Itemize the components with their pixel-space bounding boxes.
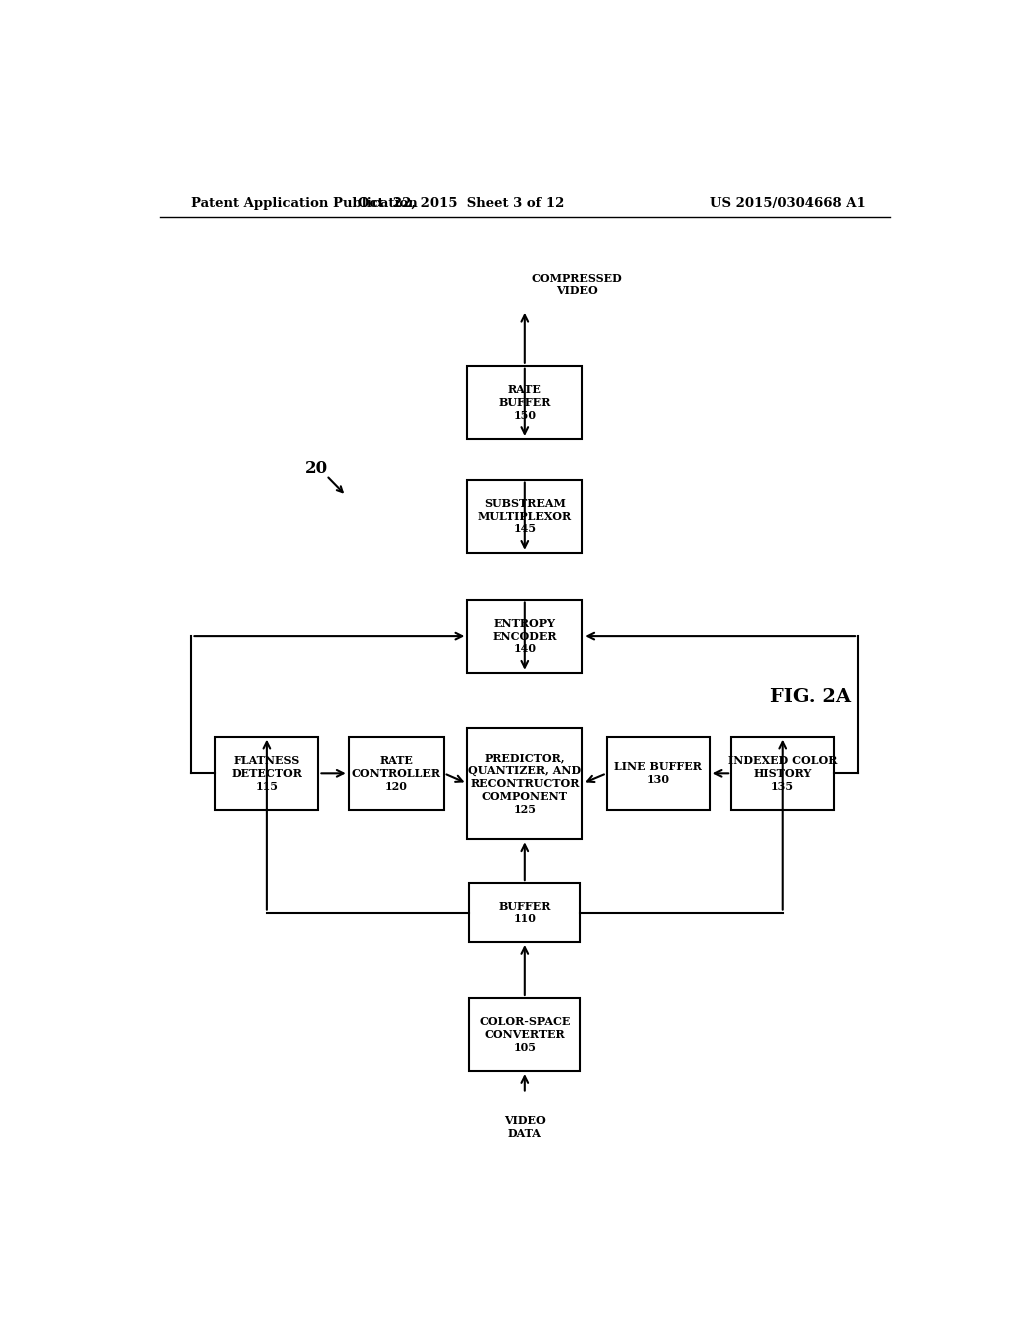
Text: VIDEO
DATA: VIDEO DATA (504, 1115, 546, 1139)
Text: FIG. 2A: FIG. 2A (770, 688, 851, 706)
Text: RATE
BUFFER
150: RATE BUFFER 150 (499, 384, 551, 421)
Text: LINE BUFFER
130: LINE BUFFER 130 (614, 762, 702, 785)
FancyBboxPatch shape (467, 599, 583, 673)
Text: COMPRESSED
VIDEO: COMPRESSED VIDEO (531, 272, 622, 296)
Text: BUFFER
110: BUFFER 110 (499, 900, 551, 924)
Text: FLATNESS
DETECTOR
115: FLATNESS DETECTOR 115 (231, 755, 302, 792)
Text: Oct. 22, 2015  Sheet 3 of 12: Oct. 22, 2015 Sheet 3 of 12 (358, 197, 564, 210)
FancyBboxPatch shape (606, 737, 710, 810)
FancyBboxPatch shape (467, 727, 583, 840)
Text: SUBSTREAM
MULTIPLEXOR
145: SUBSTREAM MULTIPLEXOR 145 (478, 498, 571, 535)
FancyBboxPatch shape (467, 366, 583, 440)
Text: 20: 20 (305, 459, 329, 477)
Text: ENTROPY
ENCODER
140: ENTROPY ENCODER 140 (493, 618, 557, 655)
Text: PREDICTOR,
QUANTIZER, AND
RECONTRUCTOR
COMPONENT
125: PREDICTOR, QUANTIZER, AND RECONTRUCTOR C… (468, 752, 582, 814)
FancyBboxPatch shape (467, 479, 583, 553)
FancyBboxPatch shape (731, 737, 835, 810)
FancyBboxPatch shape (469, 998, 581, 1071)
Text: RATE
CONTROLLER
120: RATE CONTROLLER 120 (351, 755, 440, 792)
Text: COLOR-SPACE
CONVERTER
105: COLOR-SPACE CONVERTER 105 (479, 1016, 570, 1053)
Text: INDEXED COLOR
HISTORY
135: INDEXED COLOR HISTORY 135 (728, 755, 838, 792)
Text: Patent Application Publication: Patent Application Publication (191, 197, 418, 210)
FancyBboxPatch shape (215, 737, 318, 810)
FancyBboxPatch shape (469, 883, 581, 942)
Text: US 2015/0304668 A1: US 2015/0304668 A1 (711, 197, 866, 210)
FancyBboxPatch shape (348, 737, 443, 810)
